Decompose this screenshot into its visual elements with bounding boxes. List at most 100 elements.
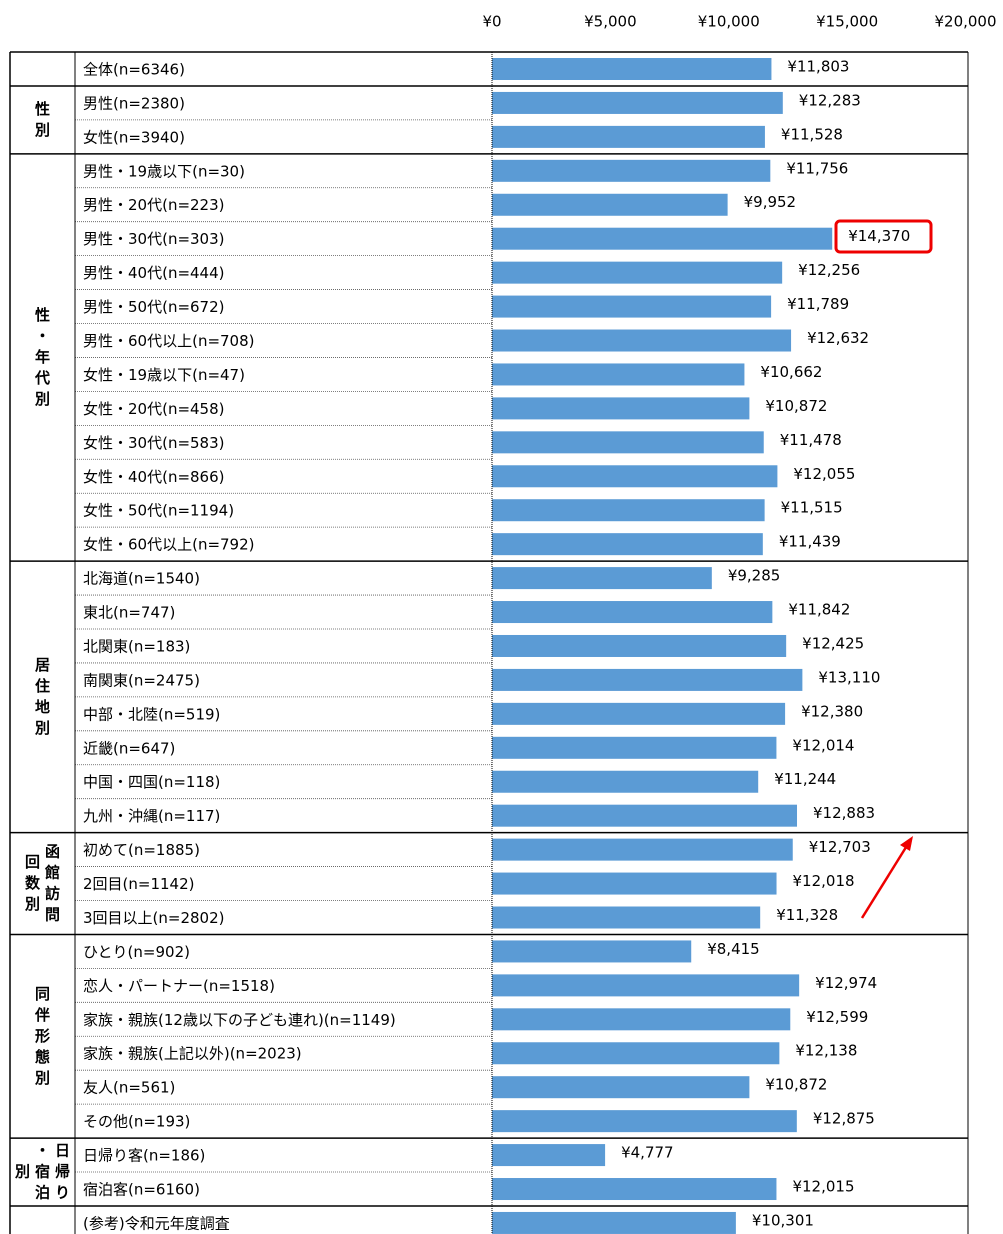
value-label: ¥11,756 bbox=[786, 159, 848, 177]
value-label: ¥9,952 bbox=[744, 193, 797, 211]
bar bbox=[492, 91, 783, 114]
bar bbox=[492, 125, 765, 148]
value-label: ¥12,014 bbox=[792, 736, 854, 754]
bar bbox=[492, 227, 833, 250]
group-label-char: 泊 bbox=[35, 1184, 50, 1202]
category-label: 女性・40代(n=866) bbox=[83, 468, 225, 486]
value-label: ¥8,415 bbox=[707, 940, 760, 958]
value-label: ¥12,055 bbox=[793, 465, 855, 483]
bar bbox=[492, 295, 772, 318]
value-label: ¥12,138 bbox=[795, 1042, 857, 1060]
group-label-char: 別 bbox=[34, 121, 50, 139]
bar bbox=[492, 1042, 780, 1065]
value-label: ¥14,370 bbox=[848, 227, 910, 245]
bar bbox=[492, 363, 745, 386]
group-label-char: り bbox=[55, 1184, 70, 1202]
group-label-char: ・ bbox=[35, 327, 50, 345]
bar bbox=[492, 668, 803, 691]
bar bbox=[492, 736, 777, 759]
highlight-box bbox=[834, 219, 933, 254]
category-label: 全体(n=6346) bbox=[83, 60, 185, 78]
group-label-glyphs: 性別 bbox=[34, 100, 50, 139]
bar bbox=[492, 838, 793, 861]
value-label: ¥12,283 bbox=[799, 91, 861, 109]
category-label: 男性(n=2380) bbox=[83, 94, 185, 112]
group-label-char: 別 bbox=[34, 719, 50, 737]
bar bbox=[492, 1144, 606, 1167]
group-label-char: 問 bbox=[45, 906, 60, 924]
value-label: ¥12,599 bbox=[806, 1008, 868, 1026]
value-label: ¥12,875 bbox=[813, 1110, 875, 1128]
value-label: ¥4,777 bbox=[621, 1144, 674, 1162]
value-label: ¥10,301 bbox=[752, 1211, 814, 1229]
x-tick-label: ¥10,000 bbox=[698, 13, 760, 31]
value-label: ¥10,872 bbox=[765, 1076, 827, 1094]
bar bbox=[492, 431, 764, 454]
x-tick-label: ¥0 bbox=[482, 13, 501, 31]
value-label: ¥13,110 bbox=[818, 668, 880, 686]
group-label-char: 居 bbox=[35, 656, 50, 674]
category-label: 女性・19歳以下(n=47) bbox=[83, 366, 245, 384]
group-label-char: 代 bbox=[34, 369, 50, 387]
value-label: ¥11,478 bbox=[780, 431, 842, 449]
value-label: ¥10,662 bbox=[760, 363, 822, 381]
group-label-char: 別 bbox=[34, 1069, 50, 1087]
value-label: ¥11,328 bbox=[776, 906, 838, 924]
category-label: 女性・30代(n=583) bbox=[83, 434, 225, 452]
bar bbox=[492, 261, 783, 284]
group-label-char: 住 bbox=[35, 677, 50, 695]
group-label-char: 性 bbox=[35, 306, 50, 324]
value-label: ¥12,380 bbox=[801, 702, 863, 720]
group-label-char: 年 bbox=[35, 348, 50, 366]
bar bbox=[492, 533, 763, 556]
x-tick-label: ¥20,000 bbox=[934, 13, 996, 31]
group-label-char: 宿 bbox=[35, 1163, 50, 1181]
value-label: ¥11,528 bbox=[781, 125, 843, 143]
category-label: 男性・19歳以下(n=30) bbox=[83, 162, 245, 180]
bar bbox=[492, 397, 750, 420]
category-label: 日帰り客(n=186) bbox=[83, 1147, 205, 1165]
bar bbox=[492, 1110, 797, 1133]
bar bbox=[492, 974, 800, 997]
bar bbox=[492, 940, 692, 963]
value-label: ¥12,974 bbox=[815, 974, 877, 992]
value-label: ¥10,872 bbox=[765, 397, 827, 415]
bar bbox=[492, 465, 778, 488]
bar bbox=[492, 193, 728, 216]
group-label-char: 函 bbox=[45, 843, 60, 861]
bar bbox=[492, 159, 771, 182]
category-label: 九州・沖縄(n=117) bbox=[83, 807, 220, 825]
value-label: ¥12,256 bbox=[798, 261, 860, 279]
group-label-char: 帰 bbox=[55, 1163, 70, 1181]
group-label-char: 回 bbox=[25, 853, 40, 871]
group-label-glyphs: 日帰り ・宿泊別 bbox=[14, 1142, 70, 1202]
category-label: 2回目(n=1142) bbox=[83, 875, 195, 893]
bar bbox=[492, 1211, 736, 1234]
group-label-char: 性 bbox=[35, 100, 50, 118]
group-label-glyphs: 性・年代別 bbox=[34, 306, 50, 408]
bar bbox=[492, 702, 786, 725]
group-label-char: 同 bbox=[35, 985, 50, 1003]
value-label: ¥12,015 bbox=[792, 1177, 854, 1195]
group-label-char: 数 bbox=[25, 874, 41, 892]
category-label: 男性・20代(n=223) bbox=[83, 196, 225, 214]
x-tick-label: ¥15,000 bbox=[816, 13, 878, 31]
category-label: 初めて(n=1885) bbox=[83, 841, 200, 859]
category-label: 男性・40代(n=444) bbox=[83, 264, 225, 282]
bar bbox=[492, 770, 759, 793]
category-label: 家族・親族(上記以外)(n=2023) bbox=[83, 1045, 302, 1063]
group-label-char: 日 bbox=[55, 1142, 70, 1160]
bar bbox=[492, 329, 792, 352]
annotation-arrow bbox=[860, 836, 913, 919]
value-label: ¥11,244 bbox=[774, 770, 836, 788]
value-label: ¥12,018 bbox=[793, 872, 855, 890]
category-label: ひとり(n=902) bbox=[83, 943, 190, 961]
category-label: 宿泊客(n=6160) bbox=[83, 1180, 200, 1198]
category-label: 北関東(n=183) bbox=[83, 637, 190, 655]
category-label: 男性・60代以上(n=708) bbox=[83, 332, 255, 350]
value-label: ¥12,632 bbox=[807, 329, 869, 347]
category-label: 北海道(n=1540) bbox=[83, 570, 200, 588]
category-label: 恋人・パートナー(n=1518) bbox=[83, 977, 275, 995]
value-label: ¥11,439 bbox=[779, 533, 841, 551]
